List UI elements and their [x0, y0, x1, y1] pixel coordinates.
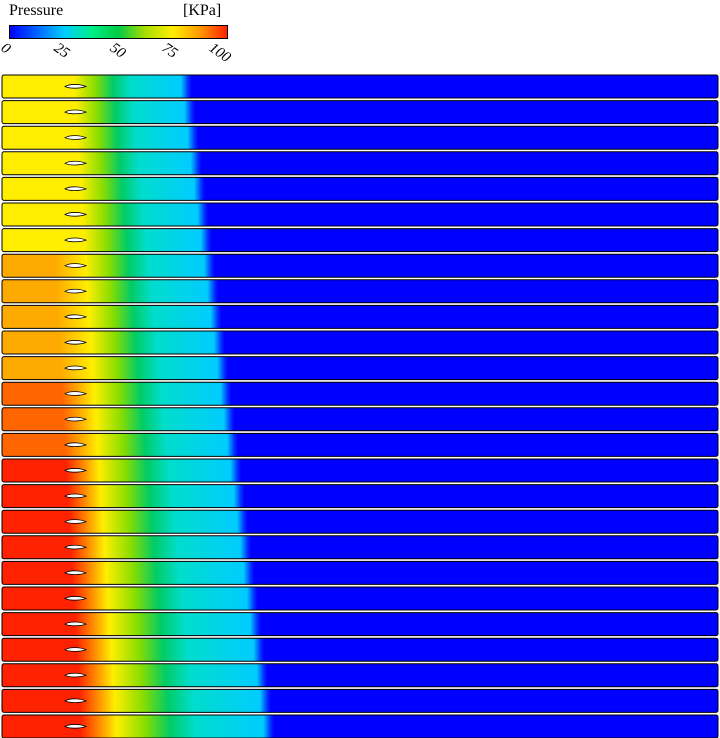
airfoil-icon — [64, 621, 88, 627]
airfoil-icon — [64, 263, 88, 268]
airfoil-icon — [64, 724, 88, 729]
airfoil-icon — [64, 442, 88, 447]
airfoil-icon — [64, 109, 88, 115]
airfoil-icon — [64, 212, 88, 217]
pressure-colorbar — [9, 25, 228, 39]
airfoil-icon — [64, 340, 88, 345]
pressure-frame-8 — [1, 253, 719, 278]
pressure-frame-14 — [1, 407, 719, 432]
airfoil-icon — [64, 416, 88, 422]
airfoil-icon — [64, 493, 88, 499]
airfoil-icon — [64, 596, 88, 601]
pressure-frame-24 — [1, 663, 719, 688]
pressure-frame-2 — [1, 100, 719, 125]
pressure-frame-1 — [1, 74, 719, 99]
pressure-frame-16 — [1, 458, 719, 483]
pressure-frame-19 — [1, 535, 719, 560]
airfoil-icon — [64, 314, 88, 319]
pressure-frame-22 — [1, 612, 719, 637]
airfoil-icon — [64, 186, 88, 191]
pressure-frame-18 — [1, 509, 719, 534]
pressure-frame-9 — [1, 279, 719, 304]
airfoil-icon — [64, 672, 88, 678]
pressure-frame-17 — [1, 484, 719, 509]
airfoil-icon — [64, 570, 88, 575]
pressure-frame-3 — [1, 125, 719, 150]
pressure-frame-12 — [1, 356, 719, 381]
pressure-frame-25 — [1, 688, 719, 713]
airfoil-icon — [64, 544, 88, 550]
airfoil-icon — [64, 84, 88, 89]
airfoil-icon — [64, 391, 88, 396]
airfoil-icon — [64, 288, 88, 294]
pressure-frame-11 — [1, 330, 719, 355]
pressure-frame-5 — [1, 176, 719, 201]
pressure-frame-7 — [1, 228, 719, 253]
pressure-frame-13 — [1, 381, 719, 406]
pressure-frame-15 — [1, 432, 719, 457]
airfoil-icon — [64, 519, 88, 524]
legend-unit: [KPa] — [183, 2, 222, 19]
airfoil-icon — [64, 237, 88, 243]
legend-title: Pressure — [9, 2, 64, 19]
airfoil-icon — [64, 468, 88, 473]
pressure-frame-23 — [1, 637, 719, 662]
pressure-frame-10 — [1, 304, 719, 329]
pressure-frame-20 — [1, 560, 719, 585]
pressure-frame-21 — [1, 586, 719, 611]
airfoil-icon — [64, 698, 88, 703]
pressure-frame-4 — [1, 151, 719, 176]
airfoil-icon — [64, 365, 88, 371]
pressure-frame-6 — [1, 202, 719, 227]
airfoil-icon — [64, 160, 88, 166]
airfoil-icon — [64, 135, 88, 140]
pressure-frame-26 — [1, 714, 719, 738]
airfoil-icon — [64, 647, 88, 652]
